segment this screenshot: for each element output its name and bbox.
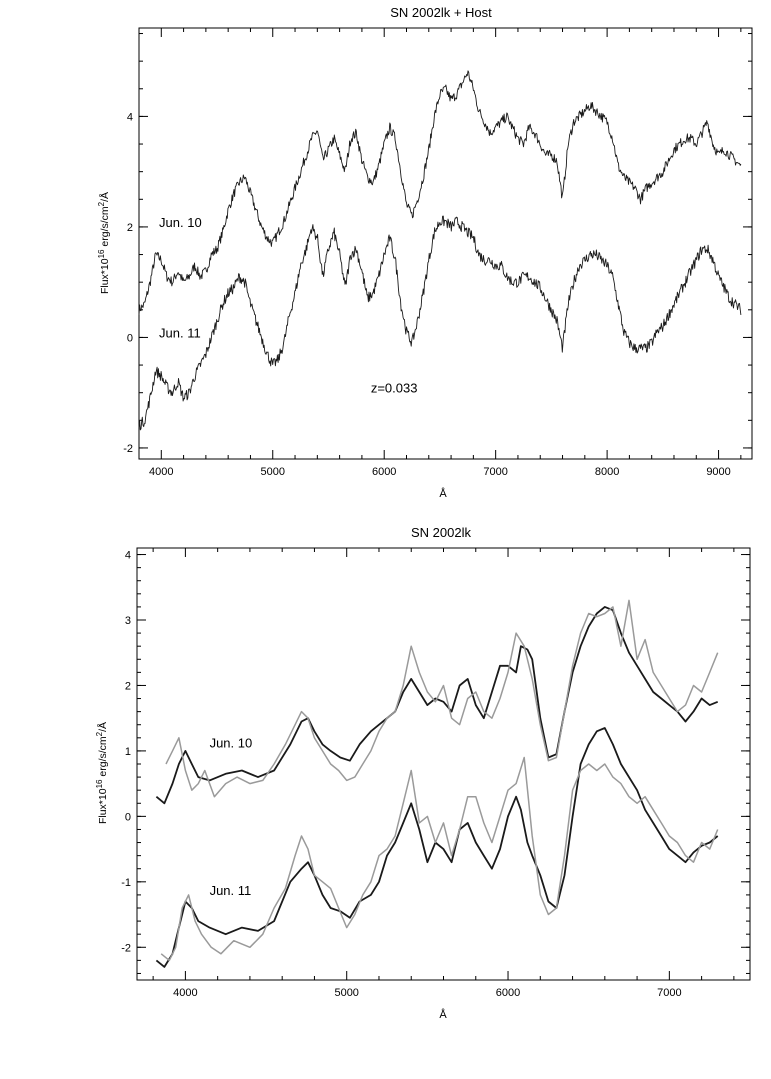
spectrum-line [165,599,719,798]
y-tick-label: 0 [127,332,133,344]
x-tick-label: 6000 [372,466,396,478]
top-chart-title: SN 2002lk + Host [390,5,492,20]
series-label: Jun. 11 [210,883,252,898]
annotation: z=0.033 [371,381,418,396]
x-tick-label: 7000 [657,987,681,999]
y-tick-label: 0 [125,811,131,823]
spectrum-line [138,215,742,431]
series-label: Jun. 10 [210,736,253,751]
bottom-plot-area: 4000 5000 6000 7000 -2 -1 0 1 2 3 4 Jun. 10 Jun. 11 [121,547,751,999]
x-tick-label: 7000 [483,466,507,478]
plot-frame [138,27,753,460]
series-label: Jun. 11 [159,325,201,340]
spectrum-line [155,727,719,968]
x-tick-label: 4000 [173,987,197,999]
y-tick-label: 2 [127,222,133,234]
top-spectrum-panel: SN 2002lk + Host 4000 5000 6000 7000 8000 900… [97,5,753,500]
x-tick-label: 8000 [595,466,619,478]
top-plot-area: 4000 5000 6000 7000 8000 9000 -2 0 2 4 Jun. 10 Jun.… [123,27,753,478]
x-tick-label: 4000 [149,466,173,478]
spectrum-line [160,756,719,962]
bottom-chart-title: SN 2002lk [411,525,471,540]
bottom-y-axis-label: Flux*1016 erg/s/cm2/Å [95,722,109,824]
series-label: Jun. 10 [159,215,202,230]
plot-frame [136,547,751,981]
y-tick-label: 2 [125,680,131,692]
y-tick-label: -1 [121,877,131,889]
x-tick-label: 5000 [334,987,358,999]
top-y-axis-label: Flux*1016 erg/s/cm2/Å [97,192,111,294]
y-tick-label: 3 [125,615,131,627]
top-x-axis-label: Å [439,487,447,500]
y-tick-label: -2 [123,443,133,455]
y-tick-label: 4 [125,550,131,562]
x-tick-label: 9000 [706,466,730,478]
y-tick-label: -2 [121,942,131,954]
y-tick-label: 1 [125,746,131,758]
x-tick-label: 5000 [261,466,285,478]
spectrum-line [155,606,719,805]
bottom-spectrum-panel: SN 2002lk 4000 5000 6000 7000 -2 -1 0 1 2 3 4 Jun. … [95,525,751,1021]
x-tick-label: 6000 [496,987,520,999]
bottom-x-axis-label: Å [439,1008,447,1021]
spectrum-line [138,70,742,315]
y-tick-label: 4 [127,111,133,123]
